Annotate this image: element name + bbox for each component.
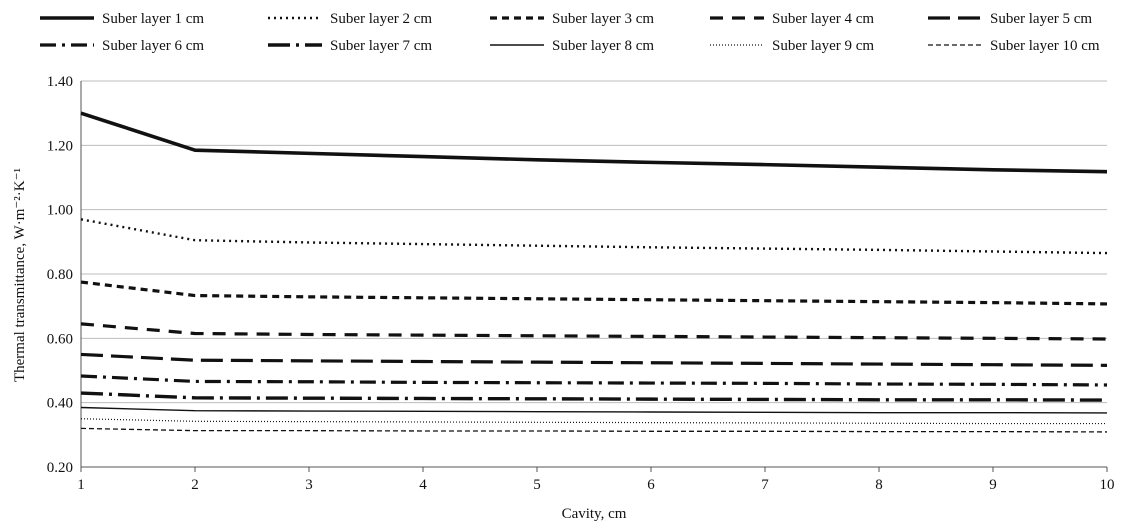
series-line-6 bbox=[80, 374, 1108, 387]
series-line-8 bbox=[80, 406, 1108, 414]
x-tick-label: 1 bbox=[77, 477, 85, 493]
x-tick-label: 10 bbox=[1100, 477, 1115, 493]
axes bbox=[80, 81, 1108, 472]
gridlines bbox=[81, 80, 1107, 468]
y-tick-label: 0.40 bbox=[47, 396, 73, 412]
tick-labels: 0.20 0.40 0.60 0.80 1.00 1.20 1.40 1 2 3 4 5 6 7 8 9 10 bbox=[47, 74, 1115, 493]
y-axis-title: Thermal transmittance, W·m⁻²·K⁻¹ bbox=[12, 168, 28, 382]
series-line-2 bbox=[80, 218, 1108, 255]
x-tick-label: 2 bbox=[191, 477, 199, 493]
legend: Suber layer 1 cm Suber layer 2 cm Suber la… bbox=[40, 11, 1100, 54]
y-tick-label: 0.60 bbox=[47, 331, 73, 347]
legend-label-8: Suber layer 8 cm bbox=[552, 38, 654, 54]
legend-label-9: Suber layer 9 cm bbox=[772, 38, 874, 54]
x-tick-label: 6 bbox=[647, 477, 655, 493]
x-tick-label: 4 bbox=[419, 477, 427, 493]
series-line-5 bbox=[80, 352, 1108, 367]
legend-label-6: Suber layer 6 cm bbox=[102, 38, 204, 54]
series-lines bbox=[80, 111, 1108, 433]
series-line-9 bbox=[80, 418, 1107, 425]
legend-label-10: Suber layer 10 cm bbox=[990, 38, 1100, 54]
legend-label-7: Suber layer 7 cm bbox=[330, 38, 432, 54]
series-line-10 bbox=[80, 427, 1108, 433]
x-tick-label: 5 bbox=[533, 477, 541, 493]
x-tick-label: 8 bbox=[875, 477, 883, 493]
y-tick-label: 1.20 bbox=[47, 138, 73, 154]
x-tick-label: 9 bbox=[989, 477, 997, 493]
y-tick-label: 0.80 bbox=[47, 267, 73, 283]
legend-label-1: Suber layer 1 cm bbox=[102, 11, 204, 27]
legend-label-4: Suber layer 4 cm bbox=[772, 11, 874, 27]
series-line-1 bbox=[80, 111, 1108, 174]
series-line-3 bbox=[80, 280, 1108, 306]
x-tick-label: 7 bbox=[761, 477, 769, 493]
legend-label-5: Suber layer 5 cm bbox=[990, 11, 1092, 27]
y-tick-label: 0.20 bbox=[47, 460, 73, 476]
series-line-7 bbox=[80, 391, 1108, 402]
y-tick-label: 1.40 bbox=[47, 74, 73, 90]
y-tick-label: 1.00 bbox=[47, 203, 73, 219]
legend-label-3: Suber layer 3 cm bbox=[552, 11, 654, 27]
legend-label-2: Suber layer 2 cm bbox=[330, 11, 432, 27]
series-line-4 bbox=[80, 322, 1108, 341]
x-axis-title: Cavity, cm bbox=[562, 506, 627, 522]
x-tick-label: 3 bbox=[305, 477, 313, 493]
